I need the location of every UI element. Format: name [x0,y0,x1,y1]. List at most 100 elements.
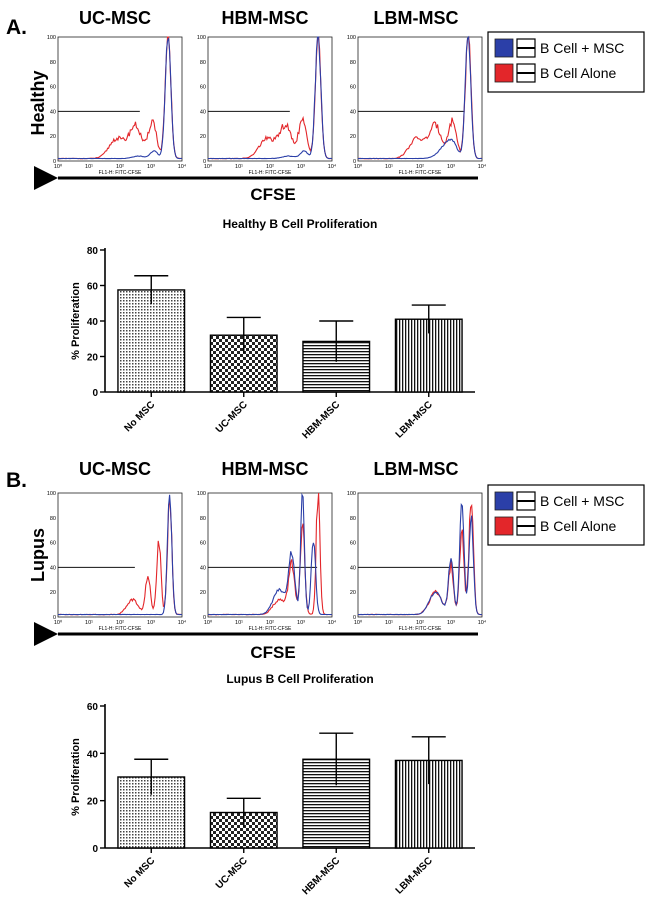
y-axis-label: % Proliferation [70,282,82,360]
histogram-3: 0 20 40 60 80 100 10⁰ 10¹ 10² 10³ 10⁴ FL1-H: FITC-C… [347,491,487,632]
histogram-x-tick: 10¹ [385,164,393,170]
chart-title: Lupus B Cell Proliferation [226,672,373,686]
chart-title: Healthy B Cell Proliferation [223,217,378,231]
histogram-x-tick: 10⁰ [204,163,213,170]
histogram-y-tick: 0 [353,615,356,621]
histogram-frame [357,36,483,162]
histogram-x-tick: 10⁰ [354,619,363,626]
histogram-y-tick: 0 [53,615,56,621]
histogram-x-label: FL1-H: FITC-CFSE [249,170,292,176]
series-b-cell-msc-line [358,35,483,160]
histogram-y-tick: 20 [350,590,356,596]
sample-title-uc: UC-MSC [79,8,151,28]
histogram-y-tick: 40 [200,109,206,115]
y-tick-label: 60 [87,702,99,713]
histogram-x-tick: 10¹ [85,620,93,626]
histogram-x-label: FL1-H: FITC-CFSE [99,170,142,176]
y-tick-label: 40 [87,749,99,760]
bar-no-msc [117,289,186,393]
row-label-healthy: Healthy [28,70,48,135]
histogram-x-tick: 10⁴ [478,619,487,626]
x-tick-label: HBM-MSC [300,855,342,897]
histogram-x-tick: 10⁴ [478,163,487,170]
histogram-x-tick: 10⁴ [178,163,187,170]
histogram-1: 0 20 40 60 80 100 10⁰ 10¹ 10² 10³ 10⁴ FL1-H: FITC-C… [47,35,187,176]
histogram-x-label: FL1-H: FITC-CFSE [249,626,292,632]
x-tick-label: No MSC [122,855,157,890]
sample-title-hbm: HBM-MSC [222,459,309,479]
histogram-y-tick: 20 [50,134,56,140]
cfse-label: CFSE [250,185,295,204]
x-tick-label: UC-MSC [214,399,250,435]
histogram-x-tick: 10² [266,620,274,626]
sample-title-uc: UC-MSC [79,459,151,479]
x-tick-label: UC-MSC [214,855,250,891]
legend-label-b-cell-msc: B Cell + MSC [540,493,624,509]
histogram-x-tick: 10¹ [235,164,243,170]
bar-chart-healthy: Healthy B Cell Proliferation % Proliferat… [70,217,475,441]
histogram-row-healthy: 0 20 40 60 80 100 10⁰ 10¹ 10² 10³ 10⁴ FL1-H: FITC-C… [47,35,487,176]
sample-title-hbm: HBM-MSC [222,8,309,28]
legend-label-b-cell-alone: B Cell Alone [540,518,616,534]
histogram-frame [207,492,333,618]
legend-line-icon [516,38,536,58]
histogram-x-tick: 10² [416,620,424,626]
histogram-y-tick: 80 [350,516,356,522]
y-tick-label: 20 [87,797,99,808]
legend-box [487,484,645,546]
series-b-cell-msc-line [207,492,333,616]
histogram-y-tick: 40 [200,565,206,571]
histogram-y-tick: 100 [197,35,206,41]
histogram-x-label: FL1-H: FITC-CFSE [399,170,442,176]
panel-letter: A. [6,16,27,39]
x-tick-label: No MSC [122,399,157,434]
legend-line-icon [516,491,536,511]
histogram-y-tick: 40 [50,565,56,571]
panel-a: A. UC-MSC HBM-MSC LBM-MSC Healthy 0 20 40 6… [6,8,645,204]
histogram-x-tick: 10² [266,164,274,170]
histogram-x-tick: 10³ [297,620,305,626]
histogram-y-tick: 100 [347,491,356,497]
histogram-y-tick: 0 [203,159,206,165]
series-b-cell-msc-line [57,494,182,616]
legend: B Cell + MSC B Cell Alone [487,31,645,93]
histogram-x-tick: 10² [116,620,124,626]
y-tick-label: 60 [87,282,99,293]
histogram-y-tick: 20 [200,590,206,596]
series-b-cell-msc-line [207,36,333,160]
histogram-x-tick: 10³ [297,164,305,170]
legend-box [487,31,645,93]
histogram-x-tick: 10¹ [385,620,393,626]
histogram-x-tick: 10³ [147,620,155,626]
histogram-x-label: FL1-H: FITC-CFSE [399,626,442,632]
histogram-y-tick: 100 [197,491,206,497]
histogram-frame [57,36,183,162]
legend: B Cell + MSC B Cell Alone [487,484,645,546]
histogram-x-tick: 10¹ [85,164,93,170]
histogram-y-tick: 100 [347,35,356,41]
histogram-x-tick: 10⁴ [178,619,187,626]
panel-letter: B. [6,469,27,492]
y-axis-label: % Proliferation [70,738,82,816]
x-tick-label: LBM-MSC [394,855,435,896]
y-tick-label: 40 [87,317,99,328]
histogram-y-tick: 80 [200,516,206,522]
legend-label-b-cell-alone: B Cell Alone [540,65,616,81]
histogram-2: 0 20 40 60 80 100 10⁰ 10¹ 10² 10³ 10⁴ FL1-H: FITC-C… [197,35,337,176]
histogram-y-tick: 0 [53,159,56,165]
histogram-y-tick: 100 [47,35,56,41]
legend-swatch-blue [494,38,514,58]
histogram-y-tick: 40 [50,109,56,115]
histogram-y-tick: 40 [350,109,356,115]
row-label-lupus: Lupus [28,528,48,582]
histogram-y-tick: 60 [50,541,56,547]
series-b-cell-msc-line [358,503,482,616]
histogram-frame [57,492,183,618]
histogram-2: 0 20 40 60 80 100 10⁰ 10¹ 10² 10³ 10⁴ FL1-H: FITC-C… [197,491,337,632]
histogram-x-tick: 10³ [447,620,455,626]
histogram-y-tick: 40 [350,565,356,571]
histogram-y-tick: 80 [350,60,356,66]
y-tick-label: 0 [92,388,98,399]
y-tick-label: 0 [92,844,98,855]
